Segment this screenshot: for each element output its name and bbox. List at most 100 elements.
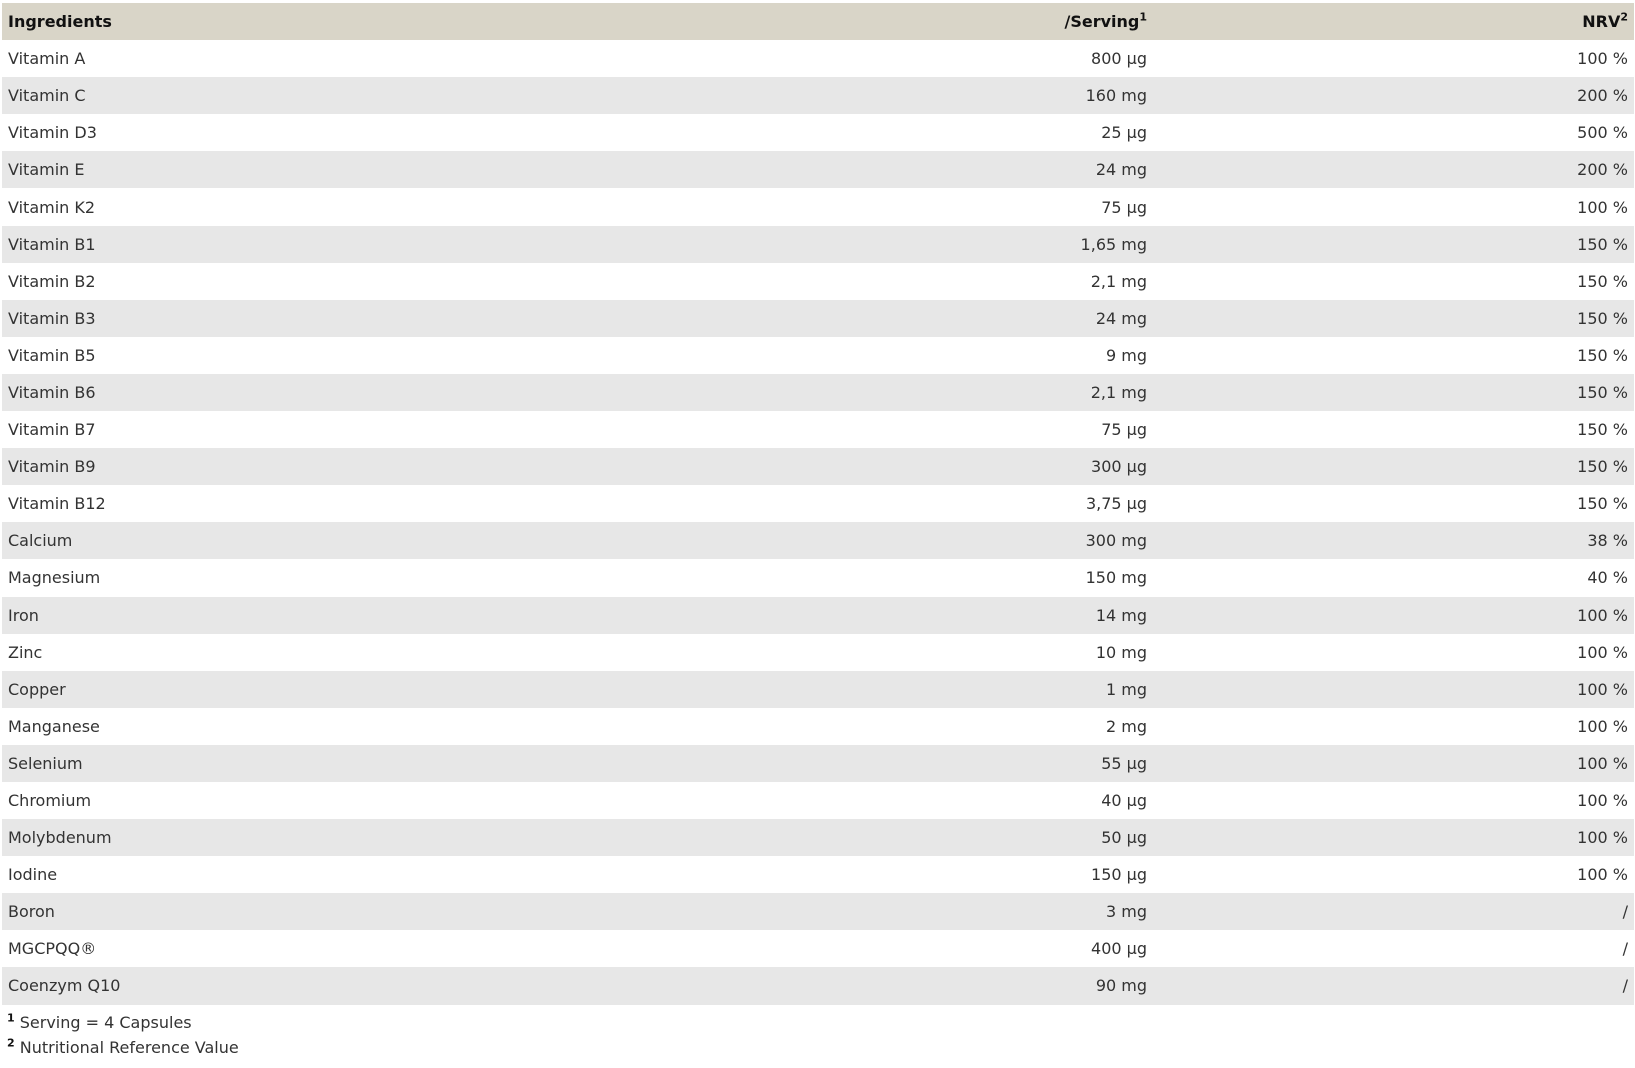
serving-amount: 300 µg [1058,448,1394,486]
ingredient-name: Selenium [2,744,1059,782]
table-row: Copper 1 mg 100 % [2,670,1634,708]
nrv-value: 100 % [1577,197,1628,217]
ingredients-table: Ingredients /Serving1 NRV2 Vitamin A 800 … [2,3,1634,1005]
nrv-value: 100 % [1577,791,1628,811]
serving-amount: 150 mg [1085,568,1147,588]
nrv-value: 200 % [1394,77,1634,115]
nrv-value: 100 % [1394,596,1634,634]
table-row: Calcium 300 mg 38 % [2,522,1634,560]
serving-amount: 24 mg [1058,299,1394,337]
table-row: Magnesium 150 mg 40 % [2,559,1634,596]
nrv-value: 200 % [1394,151,1634,189]
serving-amount: 50 µg [1058,819,1394,857]
header-serving: /Serving1 [1058,3,1394,41]
table-row: Manganese 2 mg 100 % [2,708,1634,745]
serving-amount: 14 mg [1058,596,1394,634]
nrv-value: 100 % [1577,642,1628,662]
nrv-value: 100 % [1577,49,1628,69]
ingredient-name: Vitamin D3 [8,123,97,143]
ingredient-name: Zinc [8,642,43,662]
serving-amount: 90 mg [1058,967,1394,1005]
ingredient-name: Coenzym Q10 [2,967,1059,1005]
serving-amount: 3,75 µg [1085,494,1147,514]
table-row: Iodine 150 µg 100 % [2,856,1634,893]
ingredient-name: Vitamin B12 [8,494,106,514]
ingredient-name: Iron [2,596,1059,634]
ingredient-name: Magnesium [8,568,101,588]
nrv-value: 150 % [1577,271,1628,291]
ingredient-name: Manganese [8,716,100,736]
serving-amount: 300 mg [1058,522,1394,560]
nrv-value: 100 % [1577,865,1628,885]
table-row: Vitamin A 800 µg 100 % [2,40,1634,77]
serving-amount: 24 mg [1058,151,1394,189]
ingredient-name: Vitamin B7 [8,420,96,440]
serving-amount: 55 µg [1058,744,1394,782]
ingredient-name: Iodine [8,865,58,885]
table-row: Vitamin B2 2,1 mg 150 % [2,263,1634,300]
serving-amount: 2,1 mg [1058,373,1394,412]
nrv-value: / [1394,893,1634,931]
header-serving-footnote-mark: 1 [1139,10,1147,24]
nrv-value: 100 % [1394,819,1634,857]
ingredient-name: Vitamin B1 [2,225,1059,263]
serving-amount: 1,65 mg [1058,225,1394,263]
ingredient-name: Vitamin B2 [8,271,96,291]
serving-amount: 9 mg [1105,345,1147,365]
serving-amount: 75 µg [1101,197,1147,217]
table-row: Vitamin C 160 mg 200 % [2,77,1634,115]
table-row: Chromium 40 µg 100 % [2,782,1634,819]
nrv-value: 150 % [1394,373,1634,412]
table-row: Vitamin D3 25 µg 500 % [2,114,1634,151]
header-nrv-footnote-mark: 2 [1620,10,1628,24]
table-row: Vitamin B6 2,1 mg 150 % [2,373,1634,412]
table-row: Boron 3 mg / [2,893,1634,931]
serving-amount: 40 µg [1101,791,1147,811]
footnote-nrv: 2 Nutritional Reference Value [7,1038,239,1057]
nrv-value: 150 % [1577,345,1628,365]
header-nrv: NRV2 [1394,3,1634,41]
nrv-value: 150 % [1394,299,1634,337]
table-row: Vitamin K2 75 µg 100 % [2,188,1634,225]
serving-amount: 160 mg [1058,77,1394,115]
nrv-value: 150 % [1577,494,1628,514]
serving-amount: 75 µg [1101,420,1147,440]
table-row: Zinc 10 mg 100 % [2,634,1634,671]
header-nrv-label: NRV [1582,12,1621,32]
nrv-value: 150 % [1394,448,1634,486]
table-row: Vitamin E 24 mg 200 % [2,151,1634,189]
ingredient-name: Vitamin B9 [2,448,1059,486]
footnote-text: Serving = 4 Capsules [19,1013,192,1032]
footnote-mark: 1 [7,1011,15,1025]
nrv-value: 100 % [1577,716,1628,736]
ingredient-name: Chromium [8,791,92,811]
table-row: Vitamin B12 3,75 µg 150 % [2,485,1634,522]
table-row: Molybdenum 50 µg 100 % [2,819,1634,857]
serving-amount: 10 mg [1095,642,1147,662]
nrv-value: 38 % [1394,522,1634,560]
footnote-mark: 2 [7,1036,15,1050]
table-row: Vitamin B3 24 mg 150 % [2,299,1634,337]
ingredient-name: MGCPQQ® [8,939,97,959]
ingredient-name: Copper [2,670,1059,708]
table-row: Vitamin B5 9 mg 150 % [2,337,1634,374]
nrv-value: 150 % [1394,225,1634,263]
serving-amount: 150 µg [1091,865,1147,885]
table-header-row: Ingredients /Serving1 NRV2 [2,3,1634,41]
ingredient-name: Boron [2,893,1059,931]
table-row: Iron 14 mg 100 % [2,596,1634,634]
nrv-value: 150 % [1577,420,1628,440]
ingredient-name: Molybdenum [2,819,1059,857]
serving-amount: 2 mg [1105,716,1147,736]
nrv-value: 100 % [1394,670,1634,708]
serving-amount: 1 mg [1058,670,1394,708]
nrv-value: 100 % [1394,744,1634,782]
footnote-serving: 1 Serving = 4 Capsules [7,1013,192,1032]
ingredient-name: Vitamin B6 [2,373,1059,412]
ingredient-name: Vitamin B3 [2,299,1059,337]
ingredient-name: Calcium [2,522,1059,560]
ingredient-name: Vitamin B5 [8,345,96,365]
table-row: Vitamin B9 300 µg 150 % [2,448,1634,486]
ingredient-name: Vitamin A [8,49,86,69]
ingredient-name: Vitamin C [2,77,1059,115]
